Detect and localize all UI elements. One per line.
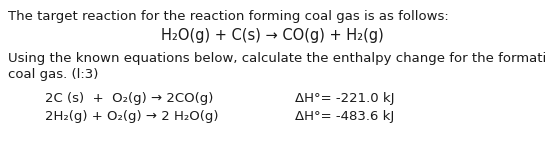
Text: ΔH°= -483.6 kJ: ΔH°= -483.6 kJ bbox=[295, 110, 394, 123]
Text: ΔH°= -221.0 kJ: ΔH°= -221.0 kJ bbox=[295, 92, 395, 105]
Text: H₂O(g) + C(s) → CO(g) + H₂(g): H₂O(g) + C(s) → CO(g) + H₂(g) bbox=[161, 28, 383, 43]
Text: 2H₂(g) + O₂(g) → 2 H₂O(g): 2H₂(g) + O₂(g) → 2 H₂O(g) bbox=[45, 110, 219, 123]
Text: coal gas. (l:3): coal gas. (l:3) bbox=[8, 68, 99, 81]
Text: Using the known equations below, calculate the enthalpy change for the formation: Using the known equations below, calcula… bbox=[8, 52, 545, 65]
Text: The target reaction for the reaction forming coal gas is as follows:: The target reaction for the reaction for… bbox=[8, 10, 449, 23]
Text: 2C (s)  +  O₂(g) → 2CO(g): 2C (s) + O₂(g) → 2CO(g) bbox=[45, 92, 214, 105]
